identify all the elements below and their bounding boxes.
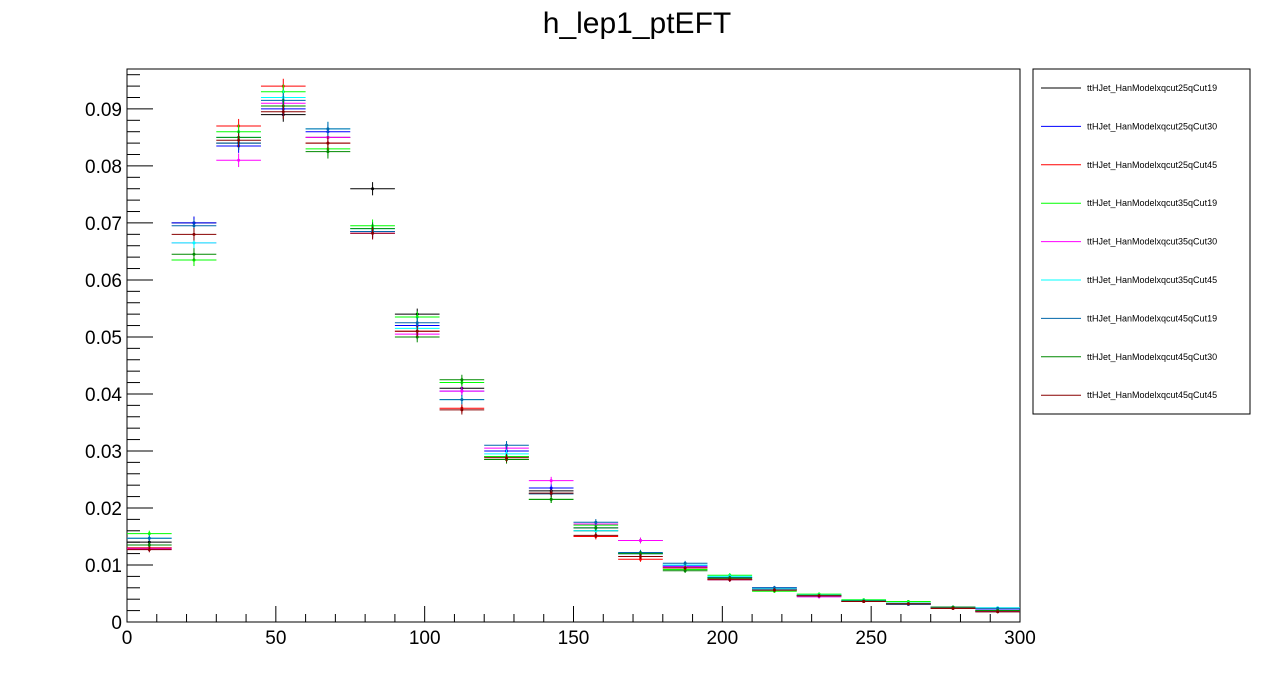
- data-point: [371, 231, 375, 235]
- legend-entry: ttHJet_HanModelxqcut25qCut19: [1041, 83, 1217, 93]
- legend: ttHJet_HanModelxqcut25qCut19 ttHJet_HanMo…: [1041, 83, 1217, 400]
- x-tick-label: 0: [122, 628, 133, 649]
- data-point: [638, 538, 642, 542]
- data-point: [326, 127, 330, 131]
- data-point: [460, 389, 464, 393]
- legend-entry: ttHJet_HanModelxqcut35qCut45: [1041, 275, 1217, 285]
- legend-label: ttHJet_HanModelxqcut25qCut30: [1087, 121, 1217, 131]
- y-tick-label: 0.07: [85, 214, 122, 235]
- legend-entry: ttHJet_HanModelxqcut25qCut45: [1041, 160, 1217, 170]
- data-point: [594, 533, 598, 537]
- legend-entry: ttHJet_HanModelxqcut45qCut30: [1041, 352, 1217, 362]
- legend-label: ttHJet_HanModelxqcut35qCut30: [1087, 237, 1217, 247]
- data-point: [728, 578, 732, 582]
- data-point: [996, 610, 1000, 614]
- y-tick-label: 0.04: [85, 385, 122, 406]
- data-point: [683, 569, 687, 573]
- data-point: [192, 224, 196, 228]
- y-tick-label: 0: [111, 613, 122, 634]
- data-point: [505, 456, 509, 460]
- legend-label: ttHJet_HanModelxqcut25qCut45: [1087, 160, 1217, 170]
- data-point: [549, 497, 553, 501]
- data-point: [415, 329, 419, 333]
- y-tick-label: 0.08: [85, 157, 122, 178]
- legend-label: ttHJet_HanModelxqcut45qCut19: [1087, 313, 1217, 323]
- data-point: [683, 561, 687, 565]
- data-point: [638, 557, 642, 561]
- data-point: [192, 252, 196, 256]
- data-point: [549, 486, 553, 490]
- data-point: [326, 141, 330, 145]
- data-point: [906, 602, 910, 606]
- data-point: [951, 606, 955, 610]
- legend-label: ttHJet_HanModelxqcut45qCut45: [1087, 390, 1217, 400]
- data-point: [549, 491, 553, 495]
- data-point: [147, 543, 151, 547]
- data-point: [996, 606, 1000, 610]
- legend-entry: ttHJet_HanModelxqcut45qCut19: [1041, 313, 1217, 323]
- legend-entry: ttHJet_HanModelxqcut35qCut19: [1041, 198, 1217, 208]
- data-point: [147, 540, 151, 544]
- x-tick-label: 250: [855, 628, 887, 649]
- plot-frame: [126, 68, 1021, 623]
- legend-entry: ttHJet_HanModelxqcut45qCut45: [1041, 390, 1217, 400]
- data-marks: [127, 78, 1020, 614]
- data-point: [237, 158, 241, 162]
- data-point: [237, 138, 241, 142]
- data-point: [638, 552, 642, 556]
- legend-label: ttHJet_HanModelxqcut25qCut19: [1087, 83, 1217, 93]
- x-tick-label: 150: [558, 628, 590, 649]
- legend-label: ttHJet_HanModelxqcut35qCut45: [1087, 275, 1217, 285]
- legend-label: ttHJet_HanModelxqcut45qCut30: [1087, 352, 1217, 362]
- axis-ticks: 0 50 100 150 200 250 300 0 0.01 0.02 0.03 0.04 0.05 0…: [85, 74, 1036, 649]
- series-ttHJet_HanModelxqcut45qCut45: [127, 104, 1020, 614]
- y-tick-label: 0.06: [85, 271, 122, 292]
- series-ttHJet_HanModelxqcut45qCut19: [127, 93, 1020, 610]
- y-tick-label: 0.01: [85, 556, 122, 577]
- data-point: [638, 554, 642, 558]
- data-point: [147, 536, 151, 540]
- data-point: [594, 520, 598, 524]
- y-tick-label: 0.09: [85, 100, 122, 121]
- data-point: [147, 548, 151, 552]
- y-tick-label: 0.03: [85, 442, 122, 463]
- x-tick-label: 50: [265, 628, 286, 649]
- data-point: [683, 566, 687, 570]
- legend-entry: ttHJet_HanModelxqcut25qCut30: [1041, 121, 1217, 131]
- legend-entry: ttHJet_HanModelxqcut35qCut30: [1041, 237, 1217, 247]
- data-point: [549, 479, 553, 483]
- data-point: [147, 532, 151, 536]
- data-point: [460, 378, 464, 382]
- data-point: [415, 315, 419, 319]
- data-point: [326, 150, 330, 154]
- data-point: [772, 586, 776, 590]
- data-point: [192, 232, 196, 236]
- y-tick-label: 0.05: [85, 328, 122, 349]
- data-point: [772, 588, 776, 592]
- data-point: [192, 241, 196, 245]
- series-ttHJet_HanModelxqcut35qCut19: [127, 84, 1020, 613]
- x-tick-label: 100: [409, 628, 441, 649]
- data-point: [817, 594, 821, 598]
- data-point: [862, 599, 866, 603]
- data-point: [371, 187, 375, 191]
- data-point: [505, 443, 509, 447]
- data-point: [460, 408, 464, 412]
- y-tick-label: 0.02: [85, 499, 122, 520]
- x-tick-label: 300: [1004, 628, 1036, 649]
- series-ttHJet_HanModelxqcut35qCut45: [127, 90, 1020, 610]
- legend-label: ttHJet_HanModelxqcut35qCut19: [1087, 198, 1217, 208]
- data-point: [281, 110, 285, 114]
- series-ttHJet_HanModelxqcut25qCut45: [127, 78, 1020, 613]
- data-point: [460, 398, 464, 402]
- x-tick-label: 200: [706, 628, 738, 649]
- series-ttHJet_HanModelxqcut25qCut19: [127, 107, 1020, 614]
- data-point: [415, 321, 419, 325]
- chart-title: h_lep1_ptEFT: [543, 7, 731, 40]
- data-point: [415, 335, 419, 339]
- data-point: [594, 526, 598, 530]
